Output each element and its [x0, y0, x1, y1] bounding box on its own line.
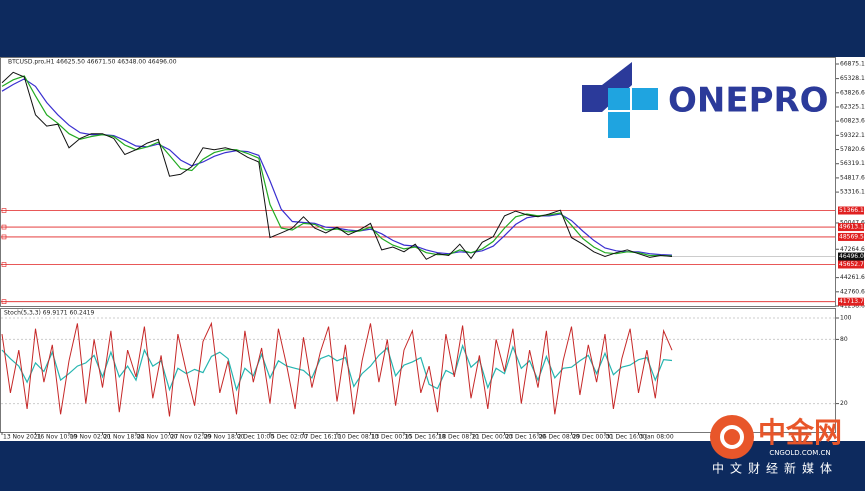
y-tick-label: 63826.60: [840, 89, 865, 96]
level-label-box: [838, 223, 864, 232]
y-tick-label: 54817.60: [840, 174, 865, 181]
symbol-header: BTCUSD.pro,H1 46625.50 46671.50 46348.00…: [8, 59, 177, 66]
watermark-tagline: 中文财经新媒体: [712, 461, 838, 476]
x-tick-label: 27 Nov 02:00: [171, 434, 212, 441]
x-tick-label: 5 Dec 02:00: [271, 434, 308, 441]
x-tick-label: 24 Nov 10:00: [137, 434, 178, 441]
watermark-icon: [720, 425, 744, 449]
x-tick-label: 26 Dec 08:00: [539, 434, 580, 441]
logo-shape: [582, 85, 602, 112]
x-tick-label: 21 Dec 00:00: [472, 434, 513, 441]
y-tick-label: 56319.10: [840, 160, 865, 167]
logo-text: ONEPRO: [668, 81, 829, 121]
y-tick-label: 57820.60: [840, 146, 865, 153]
stoch-title: Stoch(5,3,3) 69.9171 60.2419: [4, 310, 95, 317]
level-marker: [1, 224, 7, 230]
level-label-box: [838, 297, 864, 306]
level-marker: [1, 262, 7, 267]
logo-shape: [608, 88, 630, 110]
x-tick-label: 13 Nov 2021: [3, 434, 42, 441]
y-tick-label: 41258.60: [840, 303, 865, 310]
level-label-box: [838, 206, 864, 215]
level-label: 48569.57: [839, 233, 865, 240]
y-tick-label: 53316.10: [840, 189, 865, 196]
level-marker: [1, 234, 7, 240]
x-tick-label: 29 Nov 18:00: [204, 434, 245, 441]
x-tick-label: 16 Nov 10:00: [37, 434, 78, 441]
y-tick-label: 59322.10: [840, 132, 865, 139]
y-tick-label: 50047.60: [840, 219, 865, 226]
y-tick-label: 60823.60: [840, 118, 865, 125]
level-label: 45652.73: [839, 261, 865, 268]
logo-shape: [632, 88, 658, 110]
x-tick-label: 19 Nov 02:00: [70, 434, 111, 441]
y-tick-label: 100: [840, 315, 852, 322]
level-label-box: [838, 260, 864, 269]
watermark: 中金网 CNGOLD.COM.CN 中文财经新媒体: [710, 415, 842, 476]
y-tick-label: 62325.10: [840, 103, 865, 110]
level-marker: [1, 299, 7, 305]
x-tick-label: 31 Dec 16:00: [606, 434, 647, 441]
level-label: 51366.14: [839, 207, 865, 214]
y-tick-label: 20: [840, 400, 848, 407]
x-tick-label: 29 Dec 00:00: [573, 434, 614, 441]
stoch-panel: [0, 308, 836, 433]
logo: ONEPRO: [582, 62, 829, 138]
x-tick-label: 3 Jan 08:00: [640, 434, 674, 441]
x-tick-label: 15 Dec 16:10: [405, 434, 446, 441]
y-tick-label: 47264.60: [840, 246, 865, 253]
y-tick-label: 80: [840, 336, 848, 343]
x-tick-label: 7 Dec 16:10: [305, 434, 342, 441]
level-label-box: [838, 232, 864, 241]
last-price-box: [838, 252, 864, 261]
y-tick-label: 44261.60: [840, 274, 865, 281]
x-tick-label: 23 Dec 16:00: [506, 434, 547, 441]
logo-shape: [608, 112, 630, 138]
series-line: [1, 321, 673, 417]
series-line: [1, 71, 673, 260]
x-tick-label: 10 Dec 08:10: [338, 434, 379, 441]
x-tick-label: 18 Dec 08:10: [439, 434, 480, 441]
watermark-text: 中金网: [758, 416, 842, 449]
x-tick-label: 21 Nov 18:00: [104, 434, 145, 441]
y-tick-label: 65328.10: [840, 75, 865, 82]
watermark-site: CNGOLD.COM.CN: [769, 449, 830, 457]
series-line: [1, 78, 673, 256]
level-label: 49613.14: [839, 224, 865, 231]
price-panel: [0, 57, 836, 307]
x-tick-label: 13 Dec 00:10: [372, 434, 413, 441]
level-label: 41713.74: [839, 298, 865, 305]
x-tick-label: 2 Dec 10:00: [238, 434, 275, 441]
chart-background: [0, 57, 865, 441]
last-price-label: 46496.00: [839, 253, 865, 260]
y-tick-label: 42760.60: [840, 288, 865, 295]
y-tick-label: 66875.10: [840, 61, 865, 68]
watermark-icon: [710, 415, 754, 459]
series-line: [1, 75, 673, 257]
level-marker: [1, 208, 7, 213]
